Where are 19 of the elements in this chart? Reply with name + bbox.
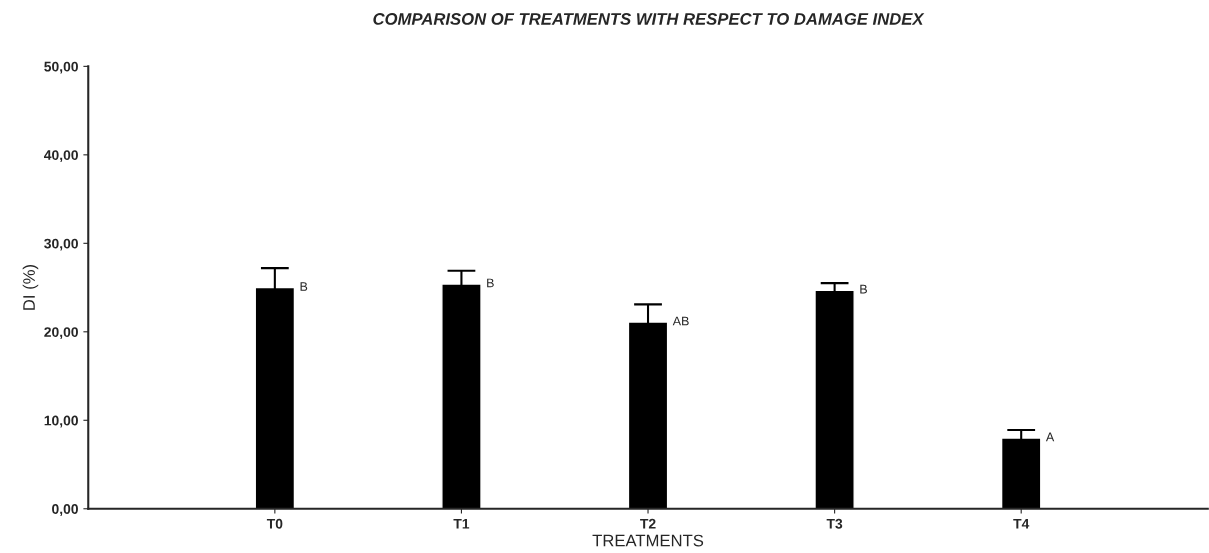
annotation: A (1045, 432, 1055, 442)
y-tick-label: 20,00 (44, 327, 78, 339)
y-axis-title: DI (%) (22, 264, 39, 310)
annotation: B (487, 278, 494, 288)
x-tick-label: T4 (1013, 518, 1030, 529)
x-tick-label: T1 (453, 518, 470, 529)
chart-title: COMPARISON OF TREATMENTS WITH RESPECT TO DAMAGE INDEX (373, 13, 925, 25)
y-tick-label: 0,00 (52, 504, 78, 516)
y-tick-label: 30,00 (44, 238, 78, 251)
annotation: B (300, 282, 308, 291)
annotation: AB (672, 316, 689, 326)
annotation: B (860, 284, 867, 294)
x-tick-label: T3 (826, 518, 843, 529)
y-tick-label: 40,00 (43, 150, 78, 163)
x-tick-label: T0 (266, 518, 283, 529)
y-tick-label: 10,00 (44, 415, 78, 428)
y-tick-label: 50,00 (44, 61, 78, 74)
x-axis-title: TREATMENTS (592, 534, 704, 547)
x-tick-label: T2 (640, 518, 656, 529)
